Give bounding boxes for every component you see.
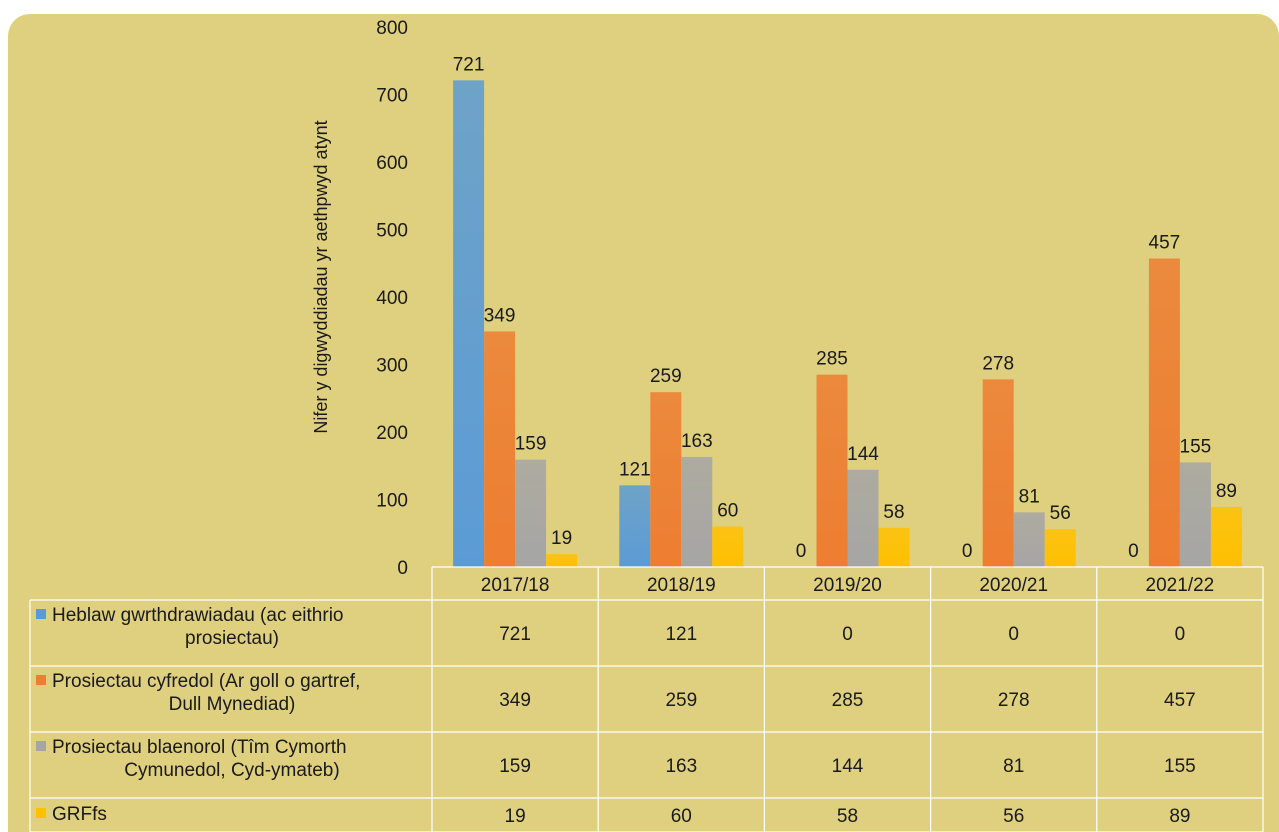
- legend-label: prosiectau): [185, 628, 279, 649]
- data-label: 159: [515, 434, 547, 455]
- table-cell: 121: [665, 624, 697, 645]
- y-tick-label: 300: [376, 356, 408, 377]
- bar-2-3: [1013, 512, 1045, 567]
- data-label: 259: [650, 366, 682, 387]
- y-tick-label: 700: [376, 86, 408, 107]
- table-cell: 155: [1164, 756, 1196, 777]
- legend-key: [36, 741, 46, 751]
- data-label: 89: [1216, 481, 1237, 502]
- data-label: 457: [1149, 233, 1181, 254]
- table-cell: 721: [499, 624, 531, 645]
- table-cell: 56: [1003, 806, 1024, 827]
- bar-1-3: [982, 379, 1014, 567]
- bar-0-1: [619, 485, 651, 567]
- data-label: 58: [883, 502, 904, 523]
- data-label: 81: [1019, 486, 1040, 507]
- bar-3-4: [1210, 506, 1242, 567]
- bar-1-2: [816, 374, 848, 567]
- bar-3-2: [878, 527, 910, 567]
- table-cell: 60: [671, 806, 692, 827]
- data-label: 285: [816, 349, 848, 370]
- y-tick-label: 0: [397, 558, 408, 579]
- y-axis-label: Nifer y digwyddiadau yr aethpwyd atynt: [311, 120, 331, 433]
- table-cell: 159: [499, 756, 531, 777]
- table-cell: 163: [665, 756, 697, 777]
- data-label: 0: [962, 541, 973, 562]
- chart-panel: [8, 14, 1279, 832]
- category-label: 2020/21: [979, 575, 1048, 596]
- table-cell: 144: [832, 756, 864, 777]
- data-label: 56: [1050, 503, 1071, 524]
- bar-3-3: [1044, 529, 1076, 567]
- legend-label: Dull Mynediad): [169, 694, 296, 715]
- y-tick-label: 200: [376, 423, 408, 444]
- bar-1-4: [1148, 258, 1180, 567]
- bar-2-2: [847, 469, 879, 567]
- data-label: 163: [681, 431, 713, 452]
- data-label: 0: [796, 541, 807, 562]
- bar-2-4: [1179, 462, 1211, 567]
- table-cell: 0: [842, 624, 853, 645]
- data-label: 121: [619, 459, 651, 480]
- bar-1-0: [484, 331, 516, 567]
- y-tick-label: 500: [376, 221, 408, 242]
- legend-label: GRFfs: [52, 804, 107, 825]
- bar-0-0: [453, 80, 485, 567]
- category-label: 2018/19: [647, 575, 716, 596]
- bar-1-1: [650, 392, 682, 567]
- bar-2-0: [515, 459, 547, 567]
- category-label: 2019/20: [813, 575, 882, 596]
- data-label: 19: [551, 528, 572, 549]
- table-cell: 0: [1175, 624, 1186, 645]
- y-tick-label: 800: [376, 18, 408, 39]
- table-cell: 89: [1169, 806, 1190, 827]
- table-cell: 278: [998, 690, 1030, 711]
- data-label: 721: [453, 54, 485, 75]
- category-label: 2017/18: [481, 575, 550, 596]
- y-tick-label: 400: [376, 288, 408, 309]
- y-tick-label: 600: [376, 153, 408, 174]
- table-cell: 0: [1008, 624, 1019, 645]
- table-cell: 259: [665, 690, 697, 711]
- table-cell: 457: [1164, 690, 1196, 711]
- data-label: 144: [847, 444, 879, 465]
- bar-3-0: [546, 554, 578, 567]
- table-cell: 285: [832, 690, 864, 711]
- legend-label: Prosiectau cyfredol (Ar goll o gartref,: [52, 671, 360, 692]
- table-cell: 58: [837, 806, 858, 827]
- table-cell: 19: [505, 806, 526, 827]
- legend-key: [36, 675, 46, 685]
- legend-key: [36, 609, 46, 619]
- category-label: 2021/22: [1146, 575, 1215, 596]
- legend-label: Cymunedol, Cyd-ymateb): [124, 760, 339, 781]
- data-label: 60: [717, 501, 738, 522]
- data-label: 155: [1180, 436, 1212, 457]
- bar-3-1: [712, 526, 744, 567]
- data-label: 278: [982, 353, 1014, 374]
- legend-label: Prosiectau blaenorol (Tîm Cymorth: [52, 737, 347, 758]
- legend-label: Heblaw gwrthdrawiadau (ac eithrio: [52, 605, 343, 626]
- table-cell: 349: [499, 690, 531, 711]
- y-tick-label: 100: [376, 491, 408, 512]
- bar-2-1: [681, 456, 713, 567]
- data-label: 349: [484, 305, 516, 326]
- data-label: 0: [1128, 541, 1139, 562]
- legend-key: [36, 808, 46, 818]
- table-cell: 81: [1003, 756, 1024, 777]
